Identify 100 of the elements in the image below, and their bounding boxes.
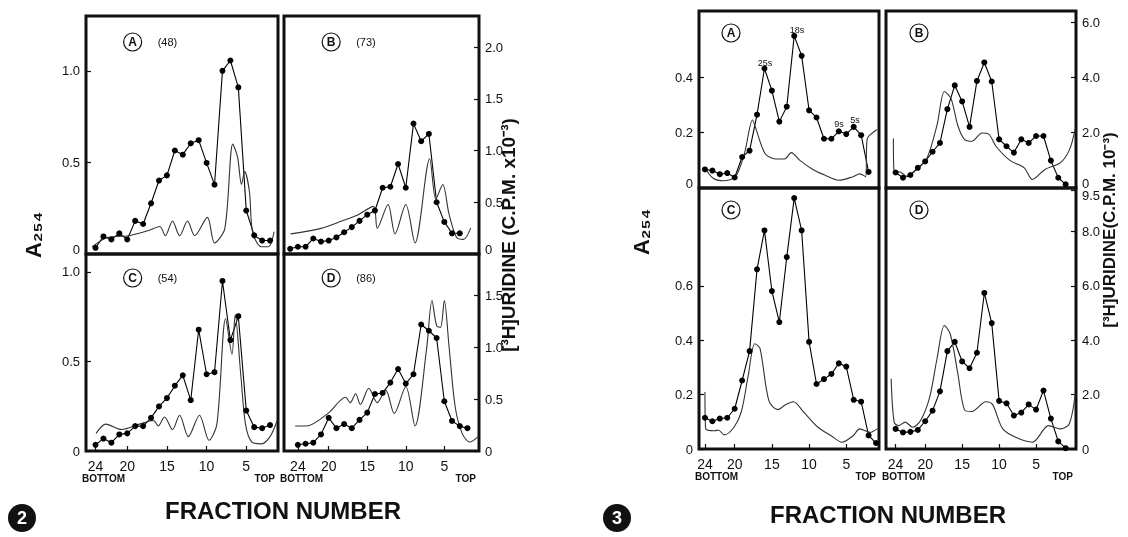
point	[219, 277, 226, 284]
point	[325, 414, 332, 421]
text: B	[914, 26, 924, 40]
y2-tick-label: 0.5	[485, 391, 504, 407]
point	[203, 371, 210, 378]
point	[364, 409, 371, 416]
y2-tick-label: 4.0	[1082, 332, 1101, 348]
point	[425, 327, 432, 334]
text: A	[726, 26, 736, 40]
point	[464, 425, 471, 432]
point	[418, 321, 425, 328]
y2-tick-label: 2.0	[1082, 125, 1101, 141]
y-tick-label: 0	[685, 175, 693, 191]
point	[768, 288, 775, 295]
point	[259, 237, 266, 244]
point	[187, 140, 194, 147]
point	[227, 337, 234, 344]
y2-tick-label: 0	[485, 443, 493, 459]
point	[746, 147, 753, 154]
point	[813, 114, 820, 121]
point	[709, 418, 716, 425]
y2-tick-label: 2.0	[1082, 387, 1101, 403]
x-tick-label: 15	[764, 456, 780, 472]
x-tick-label: 24	[887, 456, 904, 472]
point	[929, 407, 936, 414]
point	[701, 166, 708, 173]
point	[1025, 401, 1032, 408]
x-tick-label: 5	[842, 456, 851, 472]
y2-tick-label: 0	[485, 241, 493, 257]
point	[858, 132, 865, 139]
point	[433, 334, 440, 341]
point	[148, 200, 155, 207]
point	[996, 397, 1003, 404]
point	[425, 130, 432, 137]
y2-tick-label: 2.0	[485, 39, 504, 55]
point	[900, 429, 906, 436]
text: BOTTOM	[695, 470, 739, 482]
point	[783, 103, 790, 110]
point	[302, 243, 309, 250]
text: D	[326, 271, 336, 285]
point	[835, 360, 842, 367]
y2-tick-label: 1.5	[485, 91, 504, 107]
point	[108, 236, 115, 243]
point	[761, 227, 768, 234]
point	[379, 184, 386, 191]
point	[171, 382, 178, 389]
point	[92, 441, 99, 448]
point	[981, 289, 988, 296]
point	[371, 207, 378, 214]
x-tick-label: 20	[320, 458, 337, 474]
y-tick-label: 0	[685, 441, 693, 457]
y2-tick-label: 4.0	[1082, 69, 1101, 85]
point	[124, 430, 131, 437]
x-tick-label: 10	[198, 458, 215, 474]
point	[776, 118, 783, 125]
point	[783, 254, 790, 261]
y2-tick-label: 8.0	[1082, 224, 1101, 239]
point	[294, 441, 301, 448]
line-series	[95, 314, 278, 445]
point	[724, 170, 731, 177]
point	[850, 396, 857, 403]
line-series	[704, 343, 878, 443]
point	[251, 424, 258, 431]
point	[211, 369, 218, 376]
x-tick-label: 10	[801, 456, 818, 472]
y-tick-label: 0.4	[674, 69, 693, 85]
point	[163, 172, 170, 179]
text: BOTTOM	[280, 472, 324, 484]
x-tick-label: 15	[159, 458, 175, 474]
point	[806, 107, 813, 114]
point	[92, 244, 99, 251]
point	[843, 131, 850, 138]
point	[100, 435, 107, 442]
text: A	[128, 35, 138, 49]
point	[333, 425, 340, 432]
text: (73)	[356, 35, 376, 48]
point	[140, 220, 147, 227]
point	[243, 407, 250, 414]
point	[243, 207, 250, 214]
text: C	[128, 271, 138, 285]
point	[140, 423, 147, 430]
point	[356, 217, 363, 224]
point	[739, 377, 746, 384]
point	[865, 432, 872, 439]
point	[731, 405, 738, 412]
point	[907, 428, 914, 435]
text: TOP	[455, 472, 477, 484]
y-axis-title: A₂₅₄	[21, 211, 47, 259]
y2-tick-label: 0	[1082, 441, 1090, 457]
point	[341, 421, 348, 428]
point	[1010, 412, 1017, 419]
point	[973, 349, 980, 356]
y-tick-label: 0.4	[674, 332, 693, 348]
point	[171, 147, 178, 154]
point	[724, 414, 731, 421]
x-tick-label: 24	[87, 458, 104, 474]
point	[187, 397, 194, 404]
text: B	[326, 35, 336, 49]
x-tick-label: 15	[954, 456, 971, 472]
point	[798, 52, 805, 59]
